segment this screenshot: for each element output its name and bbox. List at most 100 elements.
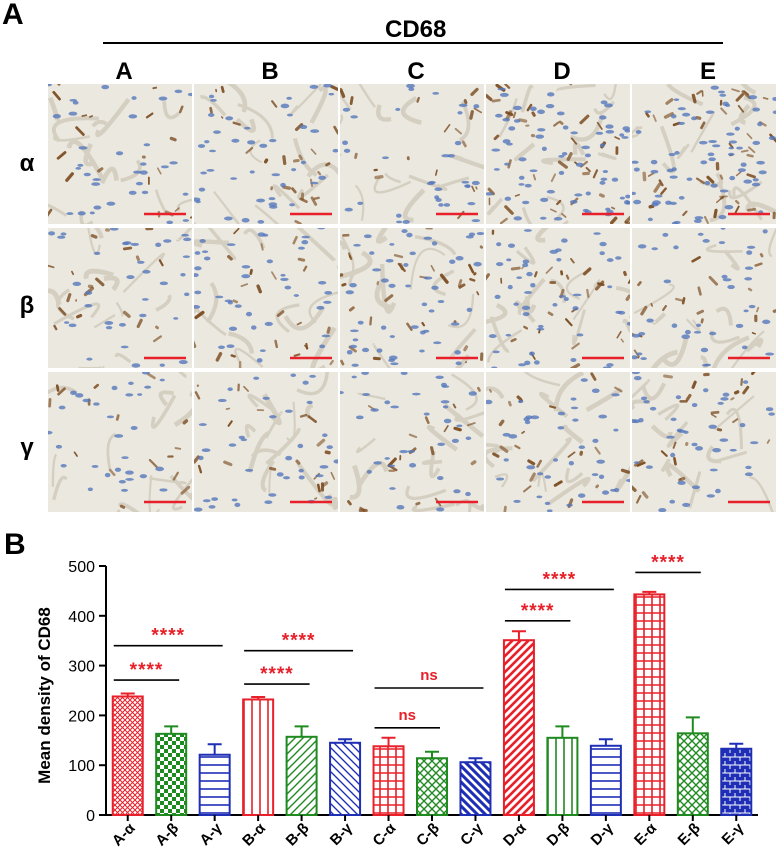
y-tick-label: 500 [68, 559, 95, 576]
micrograph-e-3 [632, 372, 776, 512]
error-bar [555, 725, 570, 738]
bar-E-α [633, 593, 666, 816]
panel-a-letter: A [2, 0, 24, 31]
micrograph-image [194, 228, 338, 368]
micrograph-a-3 [48, 372, 192, 512]
micrograph-image [486, 372, 630, 512]
x-tick-label: A-α [109, 819, 139, 849]
micrograph-c-2 [340, 228, 484, 368]
micrograph-c-1 [340, 84, 484, 224]
micrograph-image [194, 372, 338, 512]
y-tick-label: 400 [68, 609, 95, 626]
y-tick-label: 100 [68, 758, 95, 775]
bar-E-γ [720, 747, 753, 817]
bar-A-α [111, 695, 144, 816]
y-tick-label: 300 [68, 659, 95, 676]
column-label-d: D [553, 58, 571, 85]
x-tick-label: C-γ [457, 819, 487, 849]
x-tick-label: C-α [370, 819, 400, 849]
micrograph-b-2 [194, 228, 338, 368]
micrograph-d-3 [486, 372, 630, 512]
x-tick-label: C-β [413, 820, 443, 850]
column-label-b: B [261, 58, 279, 85]
significance-label: **** [282, 631, 316, 652]
significance-label: **** [543, 569, 577, 590]
micrograph-image [632, 84, 776, 224]
bar-B-α [242, 698, 275, 817]
error-bar [294, 725, 309, 737]
micrograph-c-3 [340, 372, 484, 512]
title-rule [103, 42, 723, 44]
bar-B-γ [329, 741, 362, 816]
error-bar [164, 725, 179, 734]
column-label-e: E [699, 58, 716, 85]
micrograph-a-2 [48, 228, 192, 368]
micrograph-image [340, 84, 484, 224]
row-label-alpha: α [19, 150, 35, 177]
micrograph-e-2 [632, 228, 776, 368]
significance-label: **** [260, 664, 294, 685]
x-tick-label: A-β [152, 820, 182, 850]
bar-A-β [155, 732, 188, 817]
x-tick-label: E-α [631, 819, 661, 849]
micrograph-image [340, 228, 484, 368]
significance-label: ns [420, 667, 438, 684]
error-bar [120, 692, 135, 697]
error-bar [425, 750, 439, 759]
bar-C-β [416, 757, 448, 816]
y-axis-label: Mean density of CD68 [35, 607, 54, 784]
bar-B-β [285, 735, 318, 816]
bar-C-γ [459, 761, 492, 817]
x-tick-label: D-α [500, 819, 530, 849]
micrograph-image [486, 228, 630, 368]
bar-D-γ [589, 744, 622, 816]
column-label-a: A [115, 58, 133, 85]
significance-label: **** [651, 552, 685, 573]
row-label-gamma: γ [20, 434, 34, 461]
x-tick-label: D-β [544, 820, 574, 850]
error-bar [642, 590, 657, 595]
significance-label: **** [151, 626, 185, 647]
error-bar [511, 630, 526, 641]
error-bar [381, 736, 396, 747]
x-tick-label: B-α [239, 819, 269, 849]
x-tick-label: B-β [283, 820, 313, 850]
error-bar [251, 695, 266, 700]
micrograph-a-1 [48, 84, 192, 224]
marker-title: CD68 [385, 16, 447, 43]
micrograph-d-1 [486, 84, 630, 224]
significance-label: ns [399, 707, 417, 724]
bar-D-β [546, 736, 579, 816]
micrograph-d-2 [486, 228, 630, 368]
error-bar [729, 742, 744, 749]
micrograph-image [340, 372, 484, 512]
y-tick-label: 0 [86, 808, 95, 825]
significance-label: **** [130, 660, 164, 681]
significance-label: **** [521, 601, 555, 622]
error-bar [468, 757, 483, 763]
micrograph-image [632, 372, 776, 512]
micrograph-image [194, 84, 338, 224]
error-bar [685, 716, 700, 734]
bar-chart: 0 100 200 300 400 500 Mean density of CD68 A-α A… [35, 552, 758, 850]
row-label-beta: β [19, 292, 35, 319]
error-bar [598, 738, 613, 746]
micrograph-image [48, 84, 192, 224]
x-tick-label: E-β [675, 820, 704, 849]
bar-C-α [372, 745, 405, 816]
micrograph-image [486, 84, 630, 224]
y-tick-label: 200 [68, 708, 95, 725]
panel-b-letter: B [4, 528, 26, 561]
x-tick-label: B-γ [327, 819, 357, 849]
x-tick-label: D-γ [588, 819, 618, 849]
micrograph-b-1 [194, 84, 338, 224]
micrograph-image [632, 228, 776, 368]
micrograph-image [48, 228, 192, 368]
x-tick-label: E-γ [719, 819, 748, 848]
bar-D-α [502, 639, 535, 817]
error-bar [207, 743, 222, 755]
error-bar [338, 738, 353, 743]
micrograph-b-3 [194, 372, 338, 512]
micrograph-e-1 [632, 84, 776, 224]
bar-A-γ [198, 753, 231, 817]
